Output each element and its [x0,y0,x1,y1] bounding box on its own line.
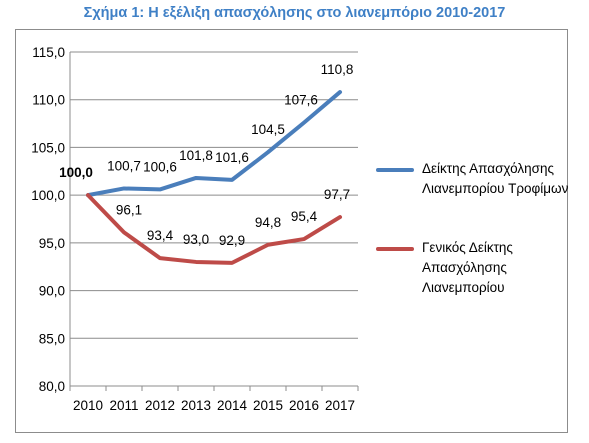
x-tick-label: 2015 [253,398,283,413]
y-tick-label: 85,0 [39,331,65,346]
data-label: 100,0 [59,165,93,180]
y-tick-label: 115,0 [32,45,65,60]
x-tick-label: 2013 [181,398,211,413]
x-tick-label: 2014 [217,398,248,413]
legend-label-1-line-1: Δείκτης Απασχόλησης [422,161,554,176]
series-line-2 [86,193,342,265]
data-label: 110,8 [321,62,354,77]
series-line-1 [86,90,342,198]
y-tick-label: 100,0 [31,188,65,203]
legend-swatch-2 [376,247,414,251]
y-tick-label: 90,0 [39,284,65,299]
legend-label-1-line-2: Λιανεμπορίου Τροφίμων [422,181,569,196]
data-label: 93,4 [147,228,174,243]
x-tick-label: 2010 [73,398,103,413]
legend-series-1: Δείκτης Απασχόλησης Λιανεμπορίου Τροφίμω… [376,159,569,199]
legend-series-2: Γενικός Δείκτης Απασχόλησης Λιανεμπορίου [376,238,513,298]
y-tick-label: 110,0 [32,93,65,108]
data-label: 100,6 [143,159,177,174]
chart-title: Σχήμα 1: Η εξέλιξη απασχόλησης στο λιανε… [83,5,506,21]
data-label: 100,7 [107,158,141,173]
data-label: 104,5 [251,122,285,137]
y-tick-label: 95,0 [39,236,65,251]
data-label: 92,9 [219,233,245,248]
data-label: 95,4 [291,209,318,224]
gridlines [70,51,358,387]
x-tick-label: 2012 [145,398,175,413]
data-label: 94,8 [255,215,281,230]
data-label: 97,7 [324,187,350,202]
data-label: 96,1 [116,202,142,217]
y-tick-label: 105,0 [31,140,65,155]
x-tick-label: 2017 [325,398,355,413]
data-label: 107,6 [284,93,318,108]
x-tick-label: 2016 [289,398,319,413]
legend-label-2-line-3: Λιανεμπορίου [422,280,505,295]
data-label: 93,0 [183,232,209,247]
series-lines [86,90,342,265]
y-tick-label: 80,0 [39,379,65,394]
legend-label-2-line-2: Απασχόλησης [422,260,507,275]
axes: 80,0 85,0 90,0 95,0 100,0 105,0 110,0 115,0 2010… [31,45,359,413]
data-label: 101,6 [215,150,249,165]
legend-swatch-1 [376,168,414,172]
data-label: 101,8 [179,148,213,163]
legend-label-2-line-1: Γενικός Δείκτης [422,240,513,255]
x-tick-label: 2011 [109,398,138,413]
chart-frame [15,29,568,433]
